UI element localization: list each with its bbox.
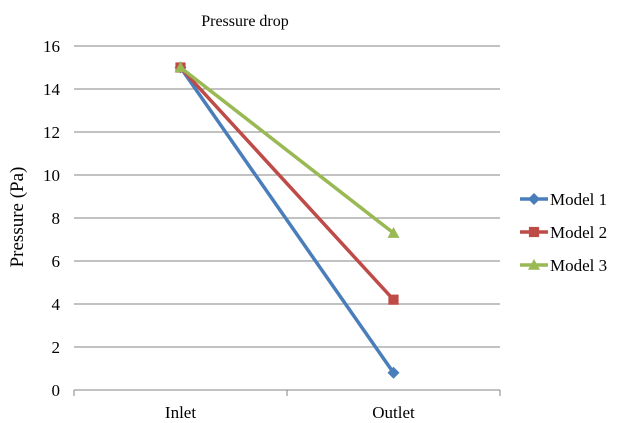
- x-tick-label: Inlet: [165, 403, 196, 422]
- legend-marker: [528, 226, 540, 238]
- y-tick-label: 2: [52, 338, 61, 357]
- x-tick-labels: Inlet Outlet: [165, 403, 415, 422]
- y-tick-label: 4: [52, 295, 61, 314]
- y-tick-label: 10: [43, 166, 60, 185]
- legend: Model 1 Model 2 Model 3: [520, 190, 607, 275]
- y-tick-label: 14: [43, 80, 61, 99]
- data-point: [387, 227, 400, 238]
- y-tick-label: 0: [52, 381, 61, 400]
- data-point: [387, 366, 400, 379]
- y-tick-label: 12: [43, 123, 60, 142]
- series-1: [174, 61, 400, 379]
- legend-marker: [528, 193, 540, 205]
- data-point: [388, 294, 399, 305]
- legend-label: Model 2: [550, 223, 607, 242]
- legend-item-3: Model 3: [520, 256, 607, 275]
- series-line-3: [179, 66, 395, 235]
- data-point: [174, 61, 187, 73]
- y-tick-label: 8: [52, 209, 61, 228]
- series-2: [175, 62, 399, 305]
- y-axis-label: Pressure (Pa): [7, 167, 28, 268]
- series-line-2: [179, 66, 395, 301]
- legend-label: Model 1: [550, 190, 607, 209]
- series-group: [174, 61, 400, 379]
- x-tick-label: Outlet: [372, 403, 415, 422]
- y-tick-label: 6: [52, 252, 61, 271]
- y-tick-label: 16: [43, 37, 60, 56]
- chart-title: Pressure drop: [201, 13, 289, 30]
- series-line-1: [179, 66, 395, 374]
- legend-marker: [528, 259, 540, 270]
- x-axis: [73, 389, 501, 396]
- y-tick-labels: 0 2 4 6 8 10 12 14 16: [43, 37, 61, 400]
- legend-item-2: Model 2: [520, 223, 607, 242]
- legend-item-1: Model 1: [520, 190, 607, 209]
- series-3: [174, 61, 400, 238]
- legend-label: Model 3: [550, 256, 607, 275]
